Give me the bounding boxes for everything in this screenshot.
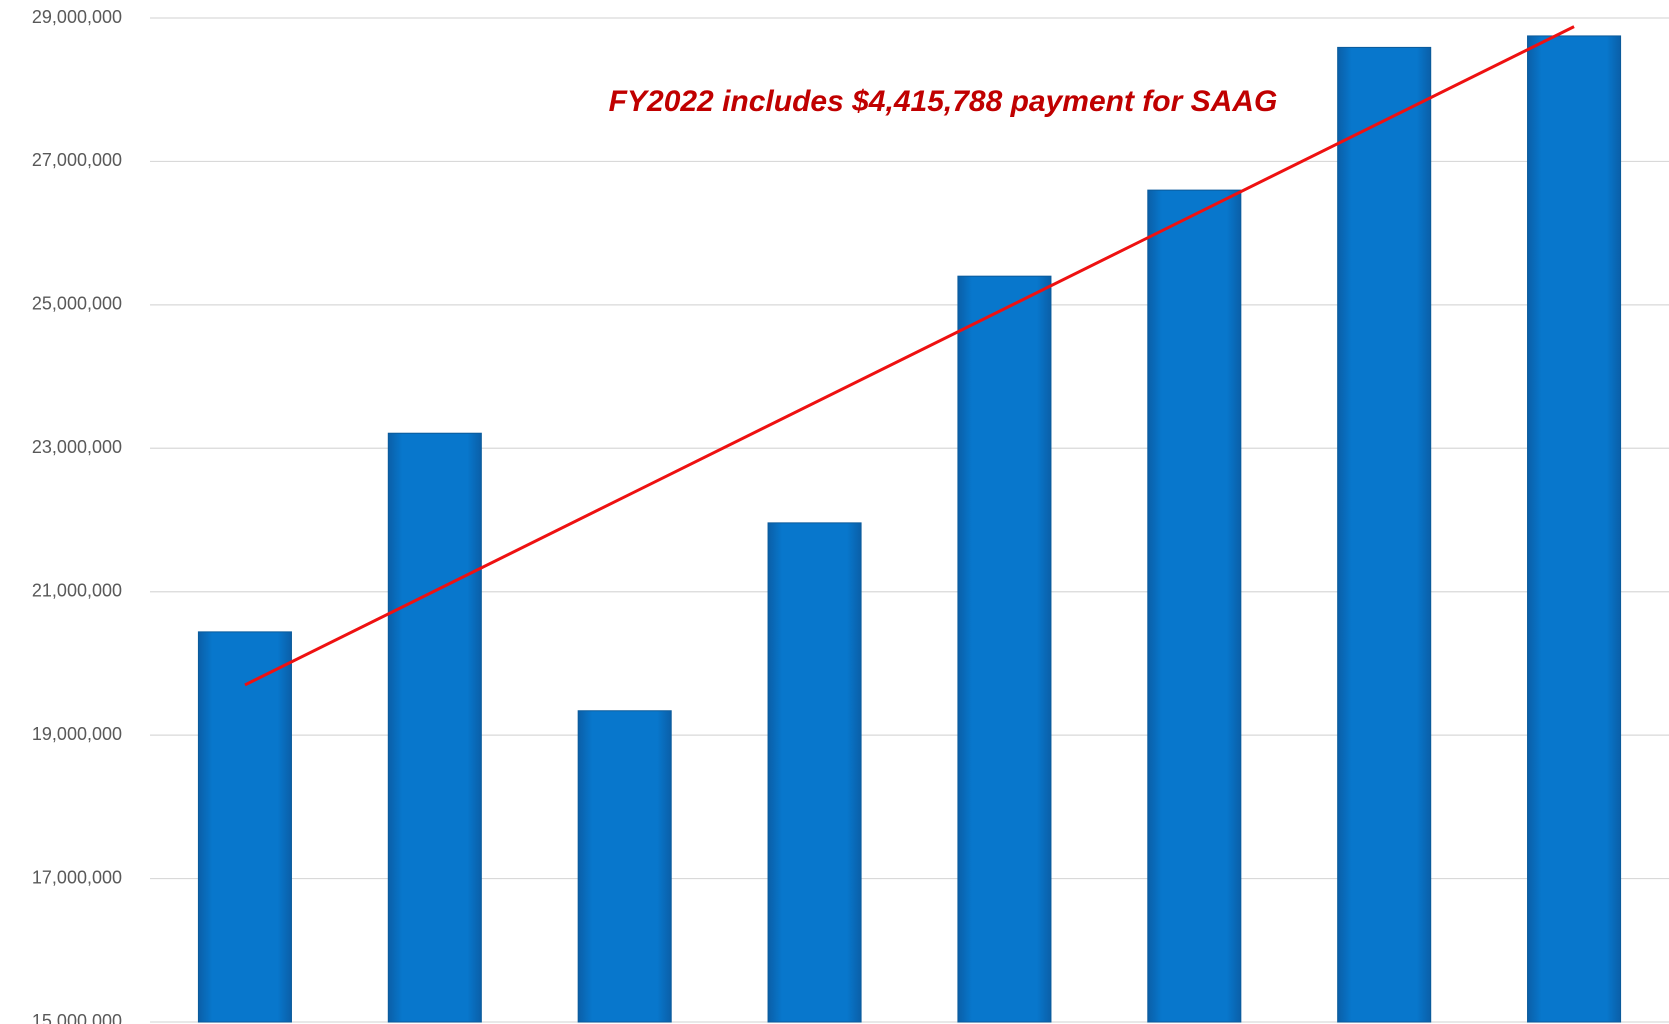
- bar: [1147, 189, 1242, 1023]
- y-tick-label: 17,000,000: [32, 867, 122, 887]
- bar: [1527, 35, 1622, 1023]
- y-tick-label: 15,000,000: [32, 1011, 122, 1024]
- bar: [767, 522, 862, 1023]
- bar: [577, 710, 672, 1023]
- bar: [1337, 46, 1432, 1023]
- y-tick-label: 19,000,000: [32, 724, 122, 744]
- annotation: FY2022 includes $4,415,788 payment for S…: [609, 85, 1278, 118]
- y-tick-label: 27,000,000: [32, 150, 122, 170]
- y-tick-label: 25,000,000: [32, 294, 122, 314]
- bar: [957, 275, 1052, 1023]
- bar: [197, 631, 292, 1023]
- bar: [387, 432, 482, 1023]
- y-tick-label: 21,000,000: [32, 580, 122, 600]
- y-tick-label: 23,000,000: [32, 437, 122, 457]
- trendline: [244, 25, 1575, 687]
- y-tick-label: 29,000,000: [32, 7, 122, 27]
